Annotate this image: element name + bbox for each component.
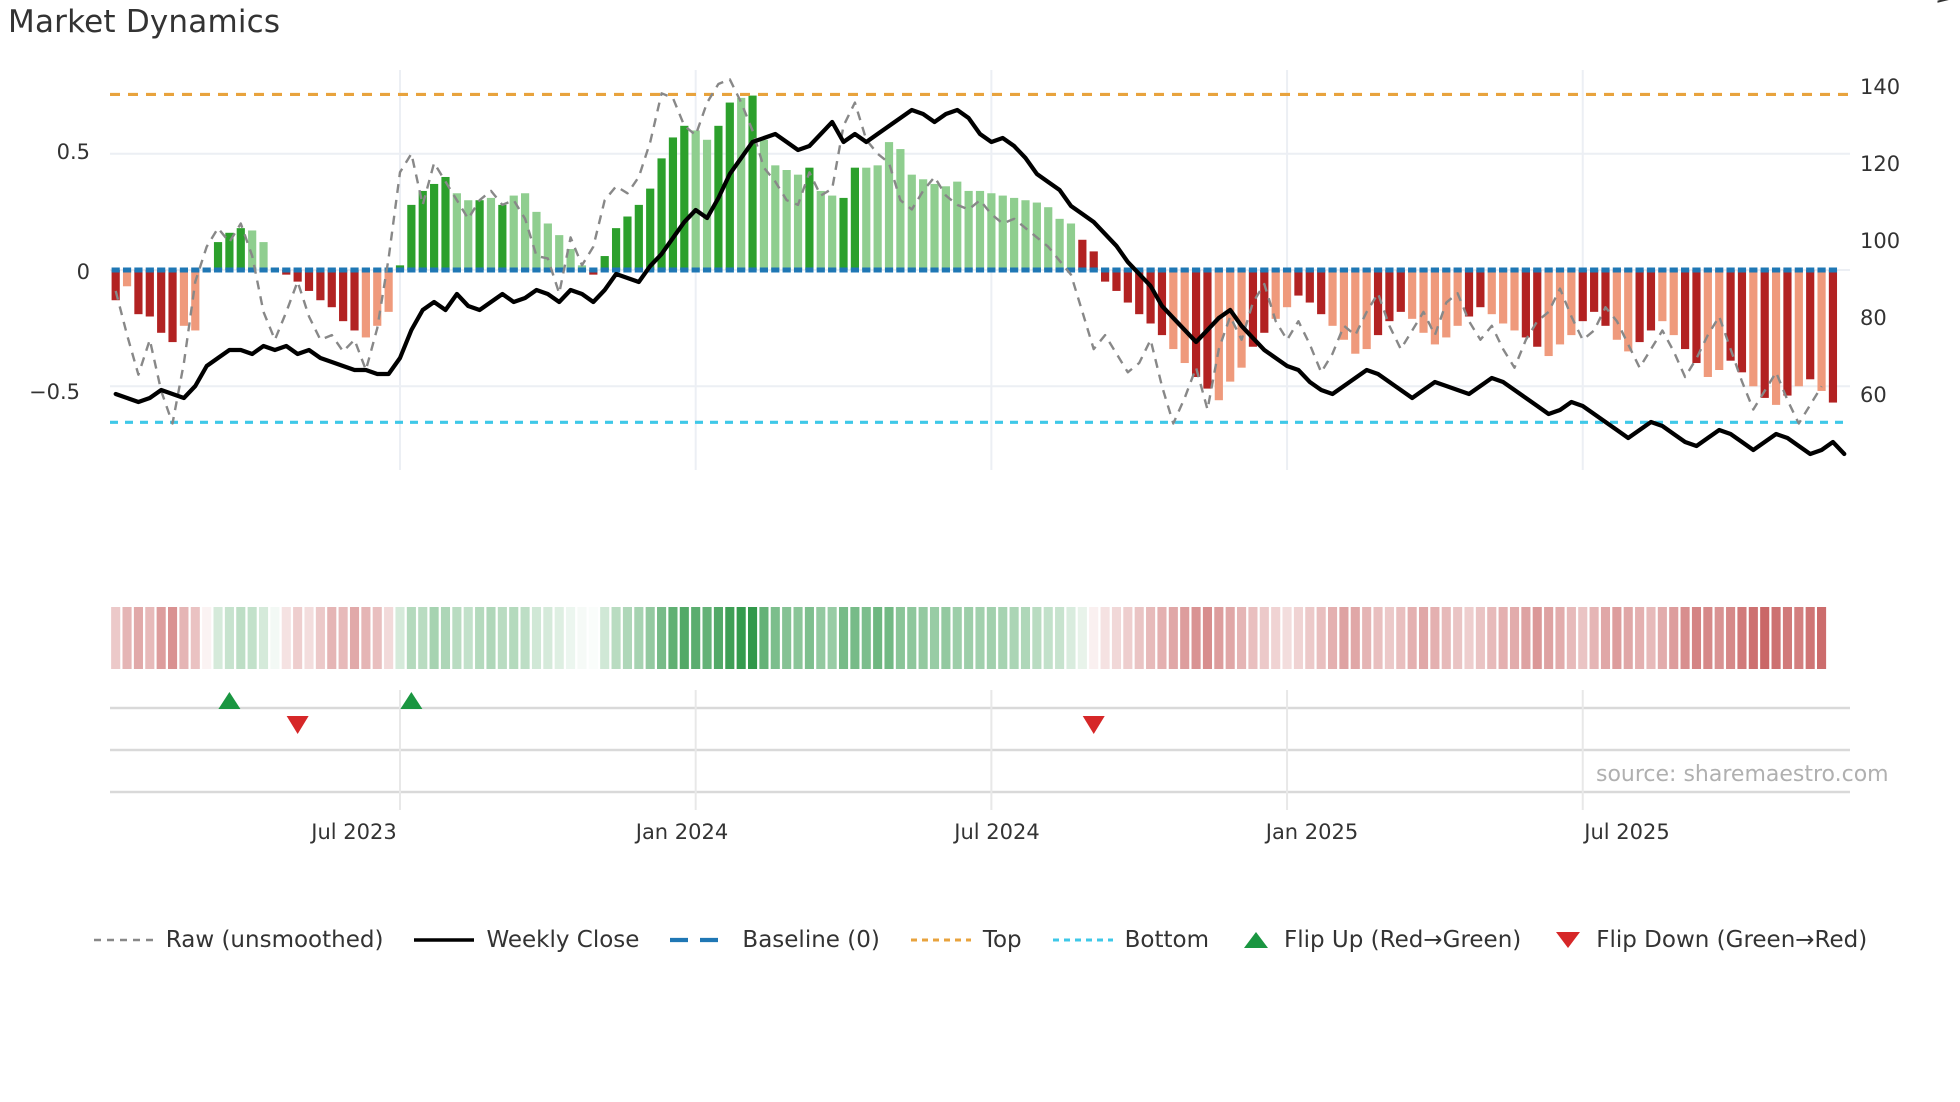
legend-item-bottom[interactable]: Bottom xyxy=(1052,927,1209,953)
sentiment-heat-strip xyxy=(110,607,1850,669)
flip-up-marker xyxy=(218,692,241,709)
main-plot xyxy=(110,70,1850,470)
legend-label-flip-down: Flip Down (Green→Red) xyxy=(1596,927,1868,953)
x-tick-2: Jul 2024 xyxy=(954,820,1040,844)
legend-label-flip-up: Flip Up (Red→Green) xyxy=(1284,927,1522,953)
legend-label-weekly-close: Weekly Close xyxy=(486,927,640,953)
triangle-down-icon xyxy=(1556,932,1581,948)
chart-legend: Raw (unsmoothed) Weekly Close Baseline (… xyxy=(0,912,1960,968)
baseline-dashed-icon xyxy=(670,937,731,943)
legend-item-flip-up[interactable]: Flip Up (Red→Green) xyxy=(1239,927,1521,953)
top-dotted-icon xyxy=(910,938,971,942)
legend-label-top: Top xyxy=(982,927,1022,953)
source-attribution: source: sharemaestro.com xyxy=(1596,762,1889,787)
x-tick-4: Jul 2025 xyxy=(1584,820,1670,844)
y-tick-right-2: 100 xyxy=(1860,229,1901,253)
legend-label-raw: Raw (unsmoothed) xyxy=(165,927,384,953)
legend-label-baseline: Baseline (0) xyxy=(742,927,880,953)
main-plot-svg xyxy=(110,70,1850,470)
solid-line-icon xyxy=(414,938,475,942)
y-tick-right-3: 80 xyxy=(1860,306,1887,330)
y-tick-left-1: 0 xyxy=(76,260,90,284)
page-title: Market Dynamics xyxy=(8,4,281,40)
heat-strip-svg xyxy=(111,607,1827,669)
y-tick-left-2: −0.5 xyxy=(29,380,80,404)
flip-down-marker xyxy=(286,716,309,734)
y-tick-right-1: 120 xyxy=(1860,152,1901,176)
dashed-line-icon xyxy=(93,938,154,942)
legend-item-weekly-close[interactable]: Weekly Close xyxy=(413,927,639,953)
flip-down-marker xyxy=(1082,716,1105,734)
x-tick-3: Jan 2025 xyxy=(1265,820,1359,844)
legend-item-top[interactable]: Top xyxy=(910,927,1022,953)
legend-item-baseline[interactable]: Baseline (0) xyxy=(669,927,880,953)
bottom-dotted-icon xyxy=(1052,938,1113,942)
legend-item-raw-unsmoothed[interactable]: Raw (unsmoothed) xyxy=(93,927,384,953)
triangle-up-icon xyxy=(1244,932,1269,948)
x-tick-1: Jan 2024 xyxy=(635,820,729,844)
x-tick-0: Jul 2023 xyxy=(311,820,397,844)
legend-label-bottom: Bottom xyxy=(1124,927,1210,953)
flip-marker-panel xyxy=(110,690,1850,810)
flip-up-marker xyxy=(400,692,423,709)
flip-marker-svg xyxy=(110,690,1850,810)
y-tick-right-4: 60 xyxy=(1860,383,1887,407)
y-tick-left-0: 0.5 xyxy=(56,140,90,164)
legend-item-flip-down[interactable]: Flip Down (Green→Red) xyxy=(1551,927,1867,953)
y-tick-right-0: 140 xyxy=(1860,75,1901,99)
